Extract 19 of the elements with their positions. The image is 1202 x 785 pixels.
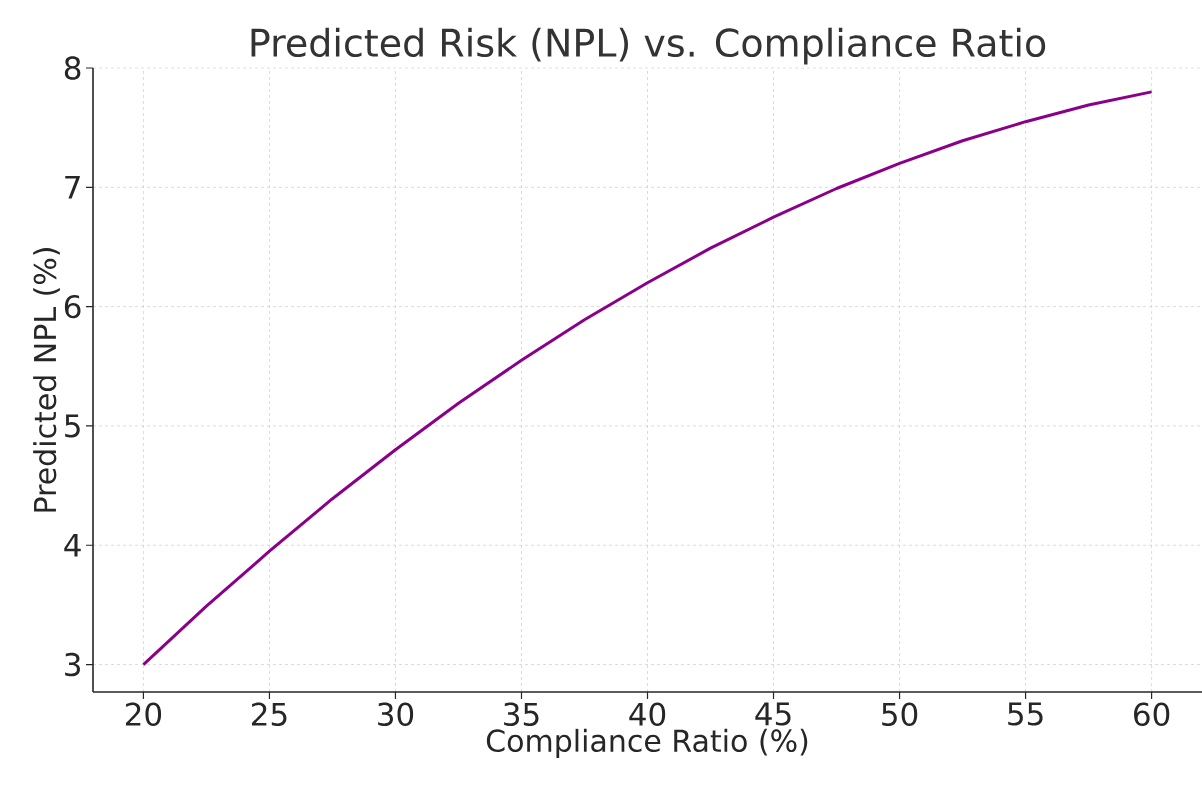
y-axis-title: Predicted NPL (%) [33,248,60,512]
y-tick-label: 8 [64,56,81,80]
chart-title: Predicted Risk (NPL) vs. Compliance Ratio [251,27,1046,65]
x-tick-label: 60 [1134,702,1170,726]
x-tick-label: 50 [882,702,918,726]
y-tick-label: 7 [65,176,80,199]
y-tick-label: 4 [64,533,81,557]
y-tick-label: 6 [64,294,81,319]
y-tick-label: 3 [65,652,80,677]
y-tick-label: 5 [65,414,80,438]
x-tick-label: 25 [251,702,287,726]
x-tick-label: 30 [378,702,414,726]
x-tick-label: 45 [755,702,791,726]
x-tick-label: 35 [504,702,539,726]
x-tick-label: 55 [1008,702,1043,726]
line-series [141,90,1154,667]
x-tick-label: 20 [125,702,162,726]
x-tick-label: 40 [629,702,666,726]
x-axis-title: Compliance Ratio (%) [486,728,808,758]
